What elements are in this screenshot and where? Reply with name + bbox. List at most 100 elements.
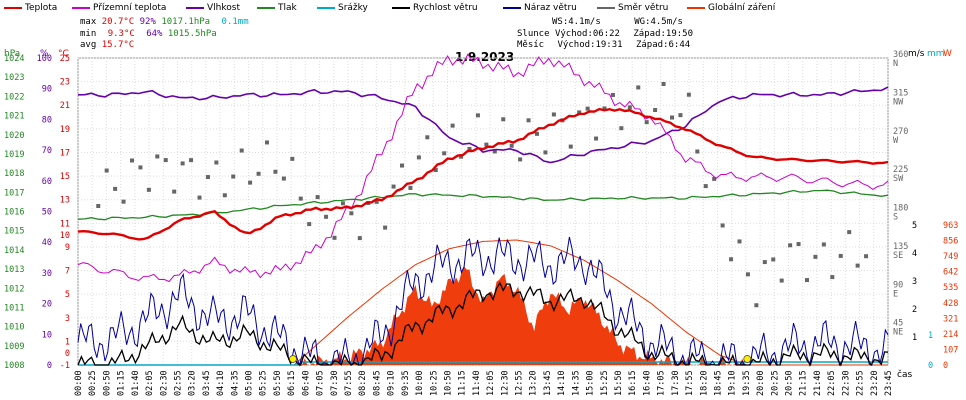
- wind-dir-dot: [138, 165, 143, 170]
- y-tick-wind: 5: [912, 221, 917, 231]
- y-tick-temp: 19: [60, 125, 70, 135]
- y-tick-pressure: 1010: [4, 323, 24, 333]
- legend-swatch-ground: [72, 6, 90, 9]
- x-tick-label: 16:40: [642, 370, 652, 396]
- wind-dir-dot: [433, 168, 438, 173]
- wind-dir-dot: [357, 236, 362, 241]
- wind-dir-dot: [121, 199, 126, 204]
- unit-mm: mm: [927, 49, 945, 59]
- wind-dir-dot: [189, 158, 194, 163]
- y-tick-temp: 25: [60, 54, 70, 64]
- y-tick-pressure: 1024: [4, 54, 24, 64]
- x-tick-label: 22:05: [827, 370, 837, 396]
- legend-item-wind-dir: Směr větru: [597, 3, 668, 13]
- y-tick-humidity: 50: [42, 208, 52, 218]
- y-tick-temp-extra: 10: [60, 231, 70, 241]
- legend-item-temp: Teplota: [4, 3, 57, 13]
- y-tick-pressure: 1009: [4, 342, 24, 352]
- y-tick-dir-name: SW: [893, 174, 904, 184]
- legend-item-radiation: Globální záření: [687, 3, 775, 13]
- y-tick-humidity: 0: [47, 361, 52, 371]
- y-tick-humidity: 30: [42, 269, 52, 279]
- y-tick-temp: 13: [60, 196, 70, 206]
- sun-row: Slunce Východ:06:22 Západ:19:50: [517, 29, 693, 39]
- wind-dir-dot: [324, 214, 329, 219]
- y-tick-pressure: 1008: [4, 361, 24, 371]
- x-tick-label: 10:00: [415, 370, 425, 396]
- y-tick-temp: 9: [65, 243, 70, 253]
- moon-set: Západ:6:44: [635, 40, 691, 50]
- y-tick-pressure: 1017: [4, 188, 24, 198]
- stats-max-press: 1017.1hPa: [161, 17, 211, 27]
- wind-dir-dot: [610, 92, 615, 97]
- y-tick-humidity: 60: [42, 177, 52, 187]
- wind-dir-dot: [340, 201, 345, 206]
- series-temp: [77, 107, 889, 241]
- legend-item-gust: Náraz větru: [503, 3, 577, 13]
- wind-dir-dot: [543, 150, 548, 155]
- y-tick-dir-deg: 135: [893, 242, 908, 252]
- x-tick-label: 23:20: [870, 370, 880, 396]
- y-tick-temp: -1: [60, 361, 70, 371]
- wind-dir-dot: [805, 278, 809, 283]
- wind-dir-dot: [475, 113, 480, 118]
- x-tick-label: 17:05: [657, 370, 667, 396]
- legend-label: Teplota: [25, 3, 58, 13]
- x-tick-label: 20:25: [770, 370, 780, 396]
- wind-dir-dot: [636, 85, 641, 90]
- wind-dir-dot: [298, 196, 303, 201]
- wind-dir-dot: [197, 195, 202, 200]
- stats-min-row: min 9.3°C 64% 1015.5hPa: [80, 29, 217, 39]
- y-tick-dir-name: E: [893, 289, 898, 299]
- wind-dir-dot: [830, 275, 835, 280]
- x-tick-label: 05:50: [273, 370, 283, 396]
- x-tick-label: 09:10: [387, 370, 397, 396]
- y-tick-dir-deg: 180: [893, 204, 908, 214]
- stats-min-hum: 64%: [146, 29, 163, 39]
- wg-value: WG:4.5m/s: [634, 17, 683, 27]
- legend-swatch-pressure: [257, 6, 275, 9]
- y-tick-dir-name: NW: [893, 97, 904, 107]
- stats-min-press: 1015.5hPa: [167, 29, 217, 39]
- x-tick-label: 03:45: [202, 370, 212, 396]
- wind-dir-dot: [678, 113, 683, 118]
- y-tick-pressure: 1021: [4, 112, 24, 122]
- y-tick-temp-extra: 0: [65, 349, 70, 359]
- wind-dir-dot: [484, 142, 489, 147]
- x-tick-label: 01:40: [131, 370, 141, 396]
- y-tick-dir-deg: 360: [893, 50, 908, 60]
- wind-dir-dot: [450, 123, 455, 128]
- x-tick-label: 22:30: [841, 370, 851, 396]
- x-tick-label: 07:55: [344, 370, 354, 396]
- wind-dir-dot: [720, 223, 725, 228]
- y-tick-temp: 21: [60, 101, 70, 111]
- legend-label: Tlak: [278, 3, 297, 13]
- wind-dir-dot: [864, 254, 869, 259]
- sun-set: Západ:19:50: [633, 29, 693, 39]
- y-tick-humidity: 90: [42, 85, 52, 95]
- x-tick-label: 11:15: [458, 370, 468, 396]
- wind-dir-dot: [172, 189, 177, 194]
- legend-item-humidity: Vlhkost: [186, 3, 240, 13]
- moon-rise: Východ:19:31: [557, 40, 623, 50]
- x-tick-label: 07:30: [330, 370, 340, 396]
- y-tick-dir-name: W: [893, 136, 899, 146]
- y-tick-humidity: 10: [42, 330, 52, 340]
- wind-dir-dot: [222, 193, 227, 198]
- wind-dir-dot: [265, 140, 269, 145]
- ws-value: WS:4.1m/s: [552, 17, 601, 27]
- wind-dir-dot: [771, 257, 776, 262]
- x-tick-label: 09:35: [401, 370, 411, 396]
- wind-dir-dot: [535, 131, 539, 136]
- x-tick-label: 05:00: [245, 370, 255, 396]
- x-tick-label: 15:00: [586, 370, 596, 396]
- wind-dir-dot: [307, 222, 312, 227]
- wind-dir-dot: [762, 260, 767, 265]
- stats-avg-temp: 15.7°C: [101, 40, 135, 50]
- x-tick-label: 21:15: [799, 370, 809, 396]
- x-tick-label: 08:45: [372, 370, 382, 396]
- x-tick-label: 06:40: [301, 370, 311, 396]
- wind-dir-dot: [248, 180, 253, 185]
- y-tick-wind: 3: [912, 277, 917, 287]
- y-tick-pressure: 1023: [4, 73, 24, 83]
